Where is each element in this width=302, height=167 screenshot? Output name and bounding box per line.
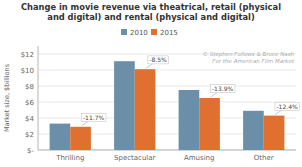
bar [264,116,285,150]
annotation: -12.4% [275,102,300,110]
x-tick-label: Other [254,154,274,162]
grid-line [38,102,296,103]
annotation-text: -8.5% [149,56,167,63]
legend: 2010 2015 [121,29,178,37]
y-tick-label: $10 [21,67,34,75]
watermark: For the American Film Market [212,58,295,64]
y-tick-label: $2 [25,131,34,139]
annotation: -8.5% [148,56,169,64]
title-line: and digital) and rental (physical and di… [47,12,255,22]
grid-line [38,70,296,71]
grid-line [38,86,296,87]
title: Change in movie revenue via theatrical, … [21,2,281,22]
bar [70,127,91,150]
bars [50,61,285,150]
annotation: -11.7% [81,114,106,122]
y-axis-line [38,46,39,150]
bar [114,61,135,150]
watermark: © Stephen Follows & Bruce Nash [203,51,295,58]
annotation-box [148,56,169,64]
annotation: -13.9% [210,85,235,93]
legend-label: 2010 [130,29,148,37]
annotation-text: -12.4% [276,103,298,110]
bar [135,69,156,150]
annotation-text: -11.7% [83,114,105,121]
bar [50,124,71,150]
bar [243,111,264,150]
title-line: Change in movie revenue via theatrical, … [21,2,281,12]
y-axis-label: Market size, $billions [3,63,11,132]
legend-label: 2015 [160,29,178,37]
x-tick-label: Thrilling [55,154,84,162]
y-tick-label: $- [27,147,34,155]
annotation-box [275,102,300,110]
y-tick-label: $8 [25,83,34,91]
y-tick-label: $6 [25,99,34,107]
y-tick-label: $12 [21,51,34,59]
x-tick-label: Spectacular [114,154,156,162]
annotation-box [81,114,106,122]
bar [199,98,220,150]
x-tick-label: Amusing [184,154,215,162]
legend-swatch [151,29,157,35]
annotation-box [210,85,235,93]
legend-swatch [121,29,127,35]
bar [179,90,200,150]
y-tick-label: $4 [25,115,34,123]
annotation-text: -13.9% [212,85,234,92]
